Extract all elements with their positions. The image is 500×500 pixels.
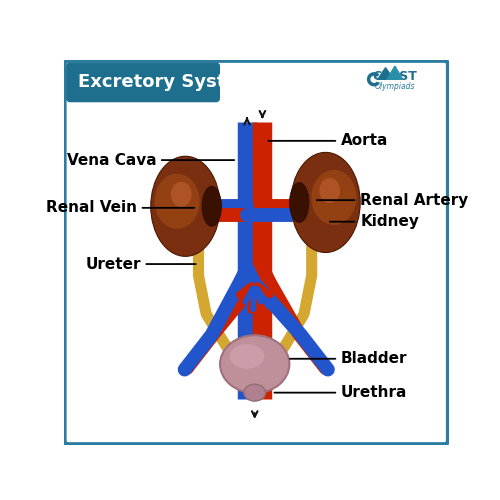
Ellipse shape: [220, 336, 290, 393]
Ellipse shape: [320, 178, 340, 203]
FancyBboxPatch shape: [67, 63, 220, 102]
Ellipse shape: [230, 344, 264, 369]
Text: Excretory System: Excretory System: [78, 74, 256, 92]
Ellipse shape: [291, 152, 360, 252]
Polygon shape: [387, 66, 402, 79]
Text: Renal Artery: Renal Artery: [317, 192, 468, 208]
Text: Bladder: Bladder: [290, 352, 408, 366]
Text: Vena Cava: Vena Cava: [66, 152, 234, 168]
Ellipse shape: [244, 384, 266, 401]
Ellipse shape: [290, 182, 309, 222]
FancyBboxPatch shape: [64, 61, 448, 444]
Ellipse shape: [171, 182, 192, 207]
Ellipse shape: [312, 170, 356, 225]
Ellipse shape: [154, 174, 200, 229]
Text: Aorta: Aorta: [268, 134, 388, 148]
Text: Urethra: Urethra: [274, 385, 407, 400]
Text: Olympiads: Olympiads: [374, 82, 415, 92]
Ellipse shape: [151, 156, 220, 256]
Text: CREST: CREST: [372, 70, 418, 84]
Ellipse shape: [202, 186, 222, 226]
Text: Kidney: Kidney: [330, 214, 419, 229]
Text: Ureter: Ureter: [85, 256, 196, 272]
Text: Renal Vein: Renal Vein: [46, 200, 194, 216]
Polygon shape: [378, 68, 394, 79]
